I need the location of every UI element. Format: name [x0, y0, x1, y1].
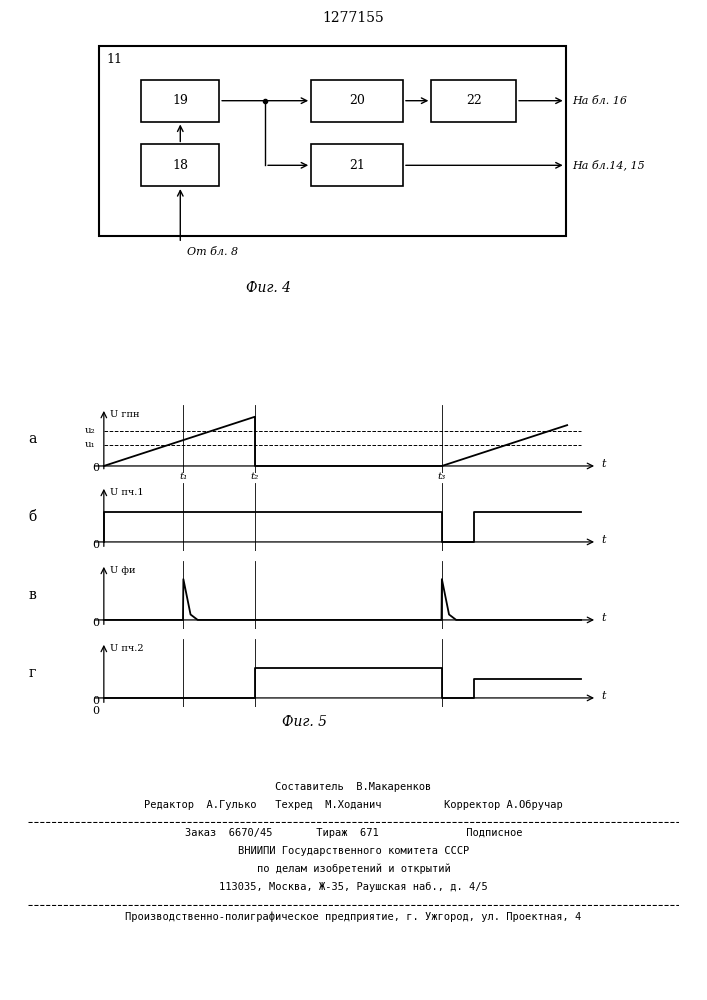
- Text: Составитель  В.Макаренков: Составитель В.Макаренков: [275, 782, 432, 792]
- Text: u₁: u₁: [85, 440, 96, 449]
- Text: t: t: [601, 459, 605, 469]
- Text: 0: 0: [93, 463, 100, 473]
- Text: 0: 0: [93, 540, 100, 550]
- Text: На бл.14, 15: На бл.14, 15: [573, 160, 645, 171]
- Bar: [141, 144, 219, 186]
- Text: От бл. 8: От бл. 8: [187, 247, 238, 257]
- Bar: [311, 80, 403, 122]
- Text: t₃: t₃: [438, 472, 446, 481]
- Text: г: г: [28, 666, 36, 680]
- Text: t: t: [601, 613, 605, 623]
- Text: t: t: [601, 691, 605, 701]
- Text: t: t: [601, 535, 605, 545]
- Text: Фиг. 4: Фиг. 4: [246, 281, 291, 295]
- Text: 0: 0: [93, 696, 100, 706]
- Bar: [141, 80, 219, 122]
- Text: 1277155: 1277155: [322, 11, 385, 25]
- Text: 19: 19: [173, 94, 188, 107]
- Text: U гпн: U гпн: [110, 410, 139, 419]
- Text: 22: 22: [466, 94, 481, 107]
- Text: 113035, Москва, Ж-35, Раушская наб., д. 4/5: 113035, Москва, Ж-35, Раушская наб., д. …: [219, 882, 488, 892]
- Text: 18: 18: [173, 159, 188, 172]
- Text: по делам изобретений и открытий: по делам изобретений и открытий: [257, 864, 450, 874]
- Text: а: а: [28, 432, 37, 446]
- Text: 0: 0: [93, 618, 100, 628]
- Text: Фиг. 5: Фиг. 5: [281, 715, 327, 729]
- Text: Производственно-полиграфическое предприятие, г. Ужгород, ул. Проектная, 4: Производственно-полиграфическое предприя…: [125, 911, 582, 922]
- Text: U пч.1: U пч.1: [110, 488, 144, 497]
- Text: в: в: [28, 588, 36, 602]
- Text: t₁: t₁: [180, 472, 187, 481]
- Text: 11: 11: [106, 53, 122, 66]
- Text: б: б: [28, 510, 36, 524]
- Text: t₂: t₂: [251, 472, 259, 481]
- Bar: [311, 144, 403, 186]
- Text: Редактор  А.Гулько   Техред  М.Ходанич          Корректор А.Обручар: Редактор А.Гулько Техред М.Ходанич Корре…: [144, 800, 563, 810]
- Text: 20: 20: [349, 94, 365, 107]
- Bar: [431, 80, 516, 122]
- Bar: [99, 46, 566, 236]
- Text: U фи: U фи: [110, 566, 135, 575]
- Text: Заказ  6670/45       Тираж  671              Подписное: Заказ 6670/45 Тираж 671 Подписное: [185, 828, 522, 838]
- Text: 21: 21: [349, 159, 365, 172]
- Text: U пч.2: U пч.2: [110, 644, 144, 653]
- Text: u₂: u₂: [85, 426, 96, 435]
- Text: На бл. 16: На бл. 16: [573, 96, 628, 106]
- Text: ВНИИПИ Государственного комитета СССР: ВНИИПИ Государственного комитета СССР: [238, 846, 469, 856]
- Text: 0: 0: [93, 706, 100, 716]
